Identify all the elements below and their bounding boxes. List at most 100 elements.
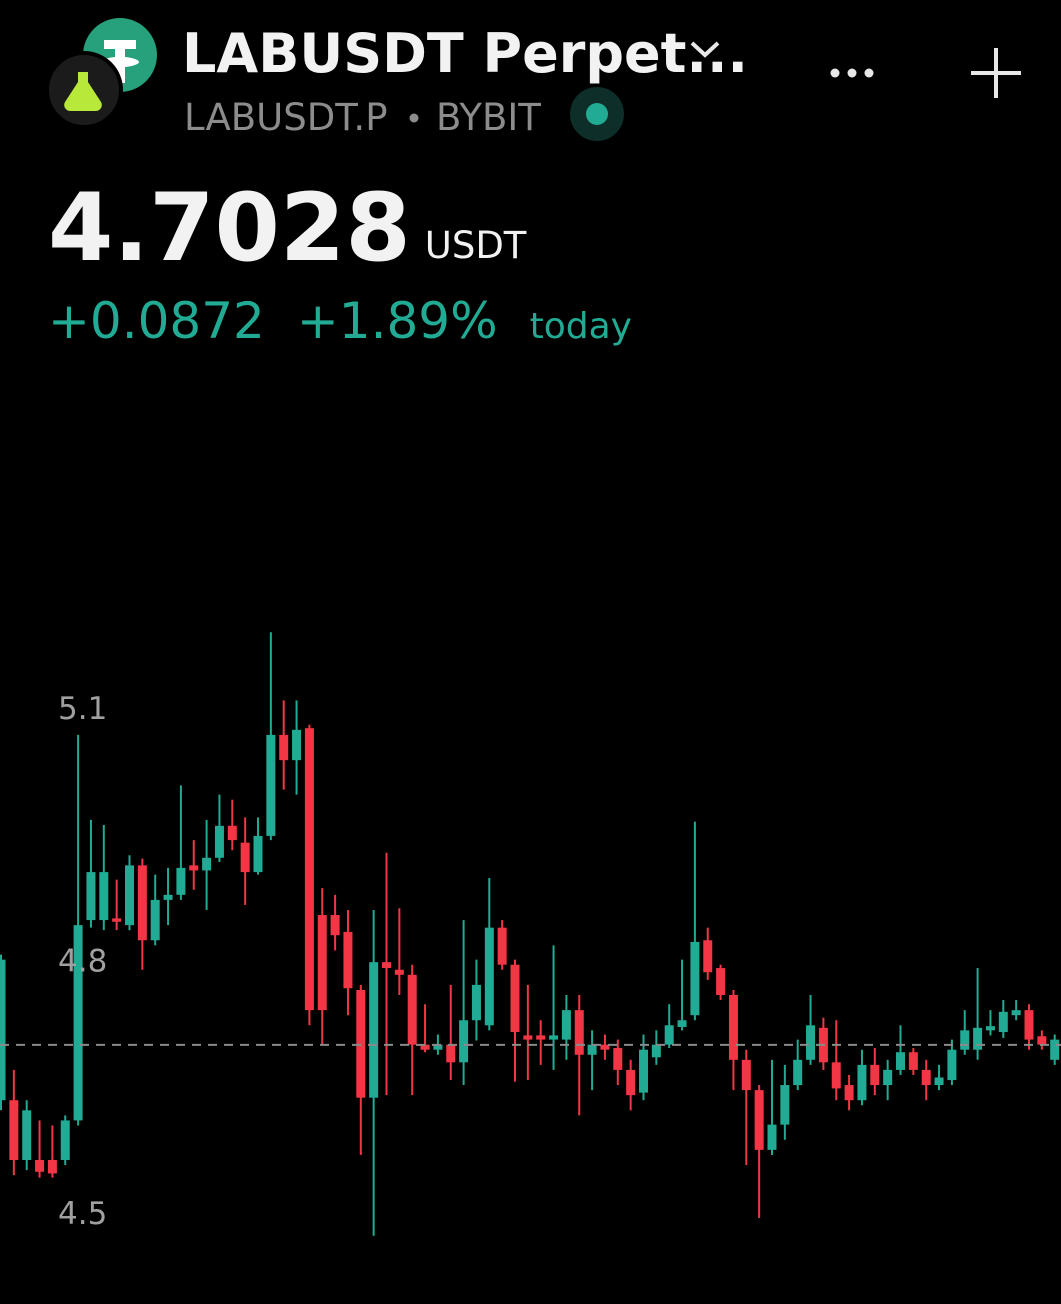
candle-body: [716, 968, 726, 995]
candle-body: [86, 872, 96, 921]
symbol-title[interactable]: LABUSDT Perpet...: [182, 22, 748, 85]
candle-body: [613, 1048, 623, 1070]
dot: [864, 68, 874, 78]
y-tick-label: 4.5: [58, 1196, 107, 1232]
last-price: 4.7028: [48, 174, 411, 283]
flask-glyph: [64, 72, 102, 111]
candle-body: [973, 1027, 983, 1050]
candle-body: [433, 1044, 443, 1050]
candle-body: [99, 872, 109, 921]
candle-body: [549, 1035, 559, 1040]
candle-body: [831, 1062, 841, 1089]
candle-body: [202, 857, 212, 871]
candle-body: [870, 1064, 880, 1086]
candle-body: [883, 1069, 893, 1086]
more-button[interactable]: [830, 68, 874, 78]
candle-body: [189, 865, 199, 871]
candle-body: [60, 1120, 70, 1160]
candle-body: [279, 734, 289, 761]
candle-body: [292, 729, 302, 761]
candle-body: [150, 899, 160, 941]
candle-body: [317, 915, 327, 1011]
candle-body: [998, 1011, 1008, 1033]
chart: 4.5 4.8 5.1: [0, 632, 1061, 1236]
symbol-icon[interactable]: [45, 18, 157, 129]
candle-body: [600, 1044, 610, 1050]
candle-body: [382, 962, 391, 969]
candle-body: [73, 925, 83, 1121]
candle-body: [664, 1025, 674, 1045]
candle-body: [394, 969, 404, 975]
candle-body: [651, 1044, 661, 1058]
candle-body: [35, 1159, 45, 1172]
candle-body: [446, 1044, 456, 1063]
candle-body: [690, 941, 700, 1016]
candle-body: [908, 1052, 918, 1070]
dot: [847, 68, 857, 78]
candle-body: [266, 734, 276, 836]
candle-body: [587, 1044, 597, 1055]
candle-body: [227, 825, 237, 841]
candle-body: [497, 927, 507, 965]
candle-body: [985, 1026, 995, 1031]
candle-body: [728, 994, 738, 1060]
candle-body: [0, 959, 6, 1101]
candle-body: [163, 894, 173, 900]
candle-body: [343, 931, 353, 989]
candle-body: [960, 1030, 970, 1050]
candle-body: [240, 842, 250, 873]
candle-body: [523, 1035, 533, 1040]
market-status-dot: [586, 103, 608, 125]
candle-body: [934, 1077, 944, 1086]
candle-body: [1050, 1039, 1060, 1060]
candle-body: [780, 1085, 790, 1125]
candle-body: [703, 940, 713, 973]
dot: [830, 68, 840, 78]
tether-glyph: [101, 40, 139, 83]
candle-body: [1037, 1036, 1047, 1045]
candle-body: [459, 1020, 469, 1063]
candle-body: [767, 1124, 777, 1150]
candle-body: [125, 865, 134, 926]
candle-body: [137, 865, 147, 941]
candle-body: [369, 962, 379, 1098]
add-button[interactable]: [971, 48, 1021, 98]
dropdown-chevron[interactable]: [690, 41, 720, 58]
candle-body: [639, 1049, 648, 1093]
candle-body: [574, 1010, 584, 1055]
candle-body: [22, 1110, 32, 1160]
candle-body: [214, 825, 224, 858]
candle-body: [947, 1049, 957, 1081]
candle-body: [1011, 1010, 1021, 1016]
candle-body: [677, 1020, 687, 1027]
y-tick-label: 5.1: [58, 691, 107, 727]
candle-body: [356, 989, 366, 1098]
change-period: today: [530, 306, 632, 347]
currency: USDT: [425, 224, 527, 267]
y-tick-label: 4.8: [58, 944, 107, 980]
price-change: +0.0872: [48, 292, 265, 350]
price-change-percent: +1.89%: [297, 292, 498, 350]
candle-body: [9, 1100, 19, 1160]
candle-body: [536, 1035, 546, 1040]
candle-body: [407, 974, 417, 1045]
candle-body: [806, 1025, 816, 1060]
candle-body: [176, 867, 186, 895]
candle-body: [1024, 1010, 1034, 1040]
candle-body: [896, 1052, 905, 1070]
candle-body: [741, 1059, 751, 1091]
exchange-name: BYBIT: [436, 96, 541, 139]
candle-body: [484, 927, 494, 1026]
candle-body: [857, 1064, 867, 1101]
candle-body: [471, 984, 481, 1021]
candle-body: [626, 1069, 636, 1096]
candle-body: [921, 1069, 931, 1086]
candle-body: [844, 1085, 854, 1101]
candle-body: [754, 1090, 764, 1150]
candle-body: [510, 964, 520, 1033]
candle-body: [561, 1010, 571, 1040]
